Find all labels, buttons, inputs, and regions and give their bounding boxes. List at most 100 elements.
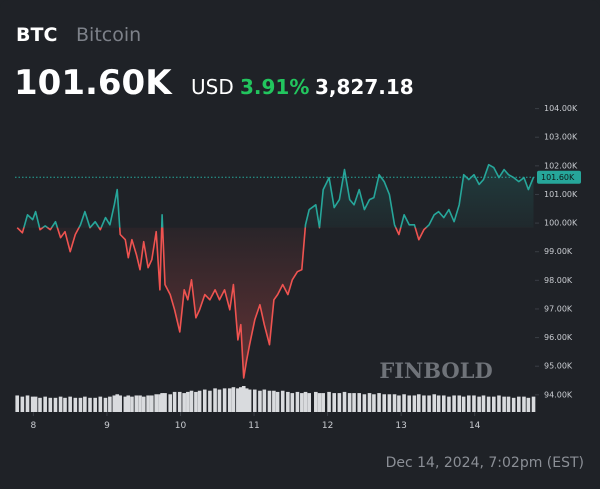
volume-bar	[141, 396, 146, 412]
volume-bar	[367, 393, 372, 412]
volume-bar	[25, 395, 30, 412]
volume-bar	[126, 395, 131, 412]
x-tick-label: 10	[175, 421, 187, 431]
volume-bar	[150, 395, 154, 412]
y-tick-label: 101.00K	[544, 190, 578, 199]
volume-bar	[295, 391, 300, 412]
volume-bar	[382, 394, 387, 412]
volume-bar	[158, 394, 162, 412]
volume-bar	[432, 394, 437, 412]
volume-bar	[88, 397, 92, 412]
volume-bar	[130, 396, 134, 412]
y-tick-label: 104.00K	[544, 104, 578, 113]
volume-bar	[186, 391, 190, 412]
change-percent: 3.91%	[240, 75, 309, 99]
volume-bar	[83, 396, 87, 412]
volume-bar	[68, 396, 72, 412]
volume-bar	[238, 387, 243, 412]
volume-bar	[168, 394, 172, 412]
volume-bar	[38, 397, 42, 412]
volume-bar	[342, 391, 347, 412]
x-tick-label: 9	[104, 421, 110, 431]
volume-bar	[98, 396, 103, 412]
volume-bar	[177, 391, 182, 412]
volume-bar	[154, 394, 159, 412]
volume-bar	[275, 391, 280, 412]
volume-bar	[112, 395, 117, 412]
y-tick-label: 100.00K	[544, 219, 578, 228]
volume-bar	[402, 394, 406, 412]
volume-bar	[58, 396, 63, 412]
volume-bar	[441, 395, 446, 412]
volume-bar	[407, 395, 412, 412]
volume-bar	[20, 396, 25, 412]
volume-bar	[452, 395, 456, 412]
volume-bar	[531, 396, 536, 412]
volume-bar	[118, 395, 122, 412]
currency: USD	[191, 75, 234, 99]
volume-bar	[33, 396, 38, 412]
volume-bar	[377, 393, 381, 412]
x-tick-label: 11	[248, 421, 259, 431]
volume-bar	[397, 395, 401, 412]
volume-bar	[362, 394, 367, 412]
volume-bar	[53, 397, 58, 412]
volume-bar	[392, 394, 397, 412]
y-tick-label: 99.00K	[544, 247, 573, 256]
price: 101.60K	[14, 63, 173, 103]
volume-bar	[436, 395, 441, 412]
volume-bar	[189, 390, 194, 412]
volume-bar	[63, 397, 67, 412]
volume-bar	[202, 389, 207, 412]
volume-bar	[517, 396, 521, 412]
volume-bar	[332, 393, 337, 412]
volume-bar	[217, 389, 222, 412]
volume-bar	[461, 396, 466, 412]
volume-bar	[272, 390, 276, 412]
volume-bar	[244, 388, 249, 412]
y-tick-label: 98.00K	[544, 276, 573, 285]
volume-bar	[472, 395, 476, 412]
volume-bar	[506, 396, 511, 412]
volume-bar	[511, 397, 516, 412]
volume-bar	[357, 393, 362, 412]
volume-bar	[194, 391, 198, 412]
volume-bar	[43, 396, 47, 412]
symbol: BTC	[16, 24, 57, 46]
volume-bar	[108, 396, 112, 412]
volume-bar	[286, 391, 290, 412]
x-tick-label: 8	[31, 421, 37, 431]
volume-bar	[115, 394, 120, 412]
volume-bar	[526, 397, 531, 412]
volume-bar	[30, 396, 35, 412]
volume-bar	[307, 393, 312, 412]
volume-bar	[502, 396, 506, 412]
volume-bar	[522, 396, 526, 412]
y-tick-label: 97.00K	[544, 304, 573, 313]
current-price-badge	[537, 170, 581, 184]
x-tick-label: 12	[322, 421, 333, 431]
change-value: 3,827.18	[315, 75, 414, 99]
volume-bar	[160, 393, 164, 412]
volume-bar	[241, 386, 246, 412]
volume-bar	[412, 395, 417, 412]
y-tick-label: 95.00K	[544, 362, 573, 371]
y-tick-label: 103.00K	[544, 133, 578, 142]
volume-bar	[182, 393, 186, 412]
volume-bar	[138, 395, 142, 412]
volume-bar	[314, 391, 318, 412]
volume-bar	[123, 396, 128, 412]
volume-bar	[258, 390, 262, 412]
volume-bar	[48, 397, 53, 412]
volume-bar	[352, 393, 356, 412]
volume-bar	[267, 390, 272, 412]
current-price-label: 101.60K	[541, 173, 575, 182]
y-tick-label: 96.00K	[544, 333, 573, 342]
y-tick-label: 94.00K	[544, 390, 573, 399]
volume-bar	[337, 393, 342, 412]
asset-name: Bitcoin	[76, 24, 141, 46]
y-tick-label: 102.00K	[544, 161, 578, 170]
volume-bar	[486, 396, 491, 412]
volume-bar	[247, 389, 252, 412]
